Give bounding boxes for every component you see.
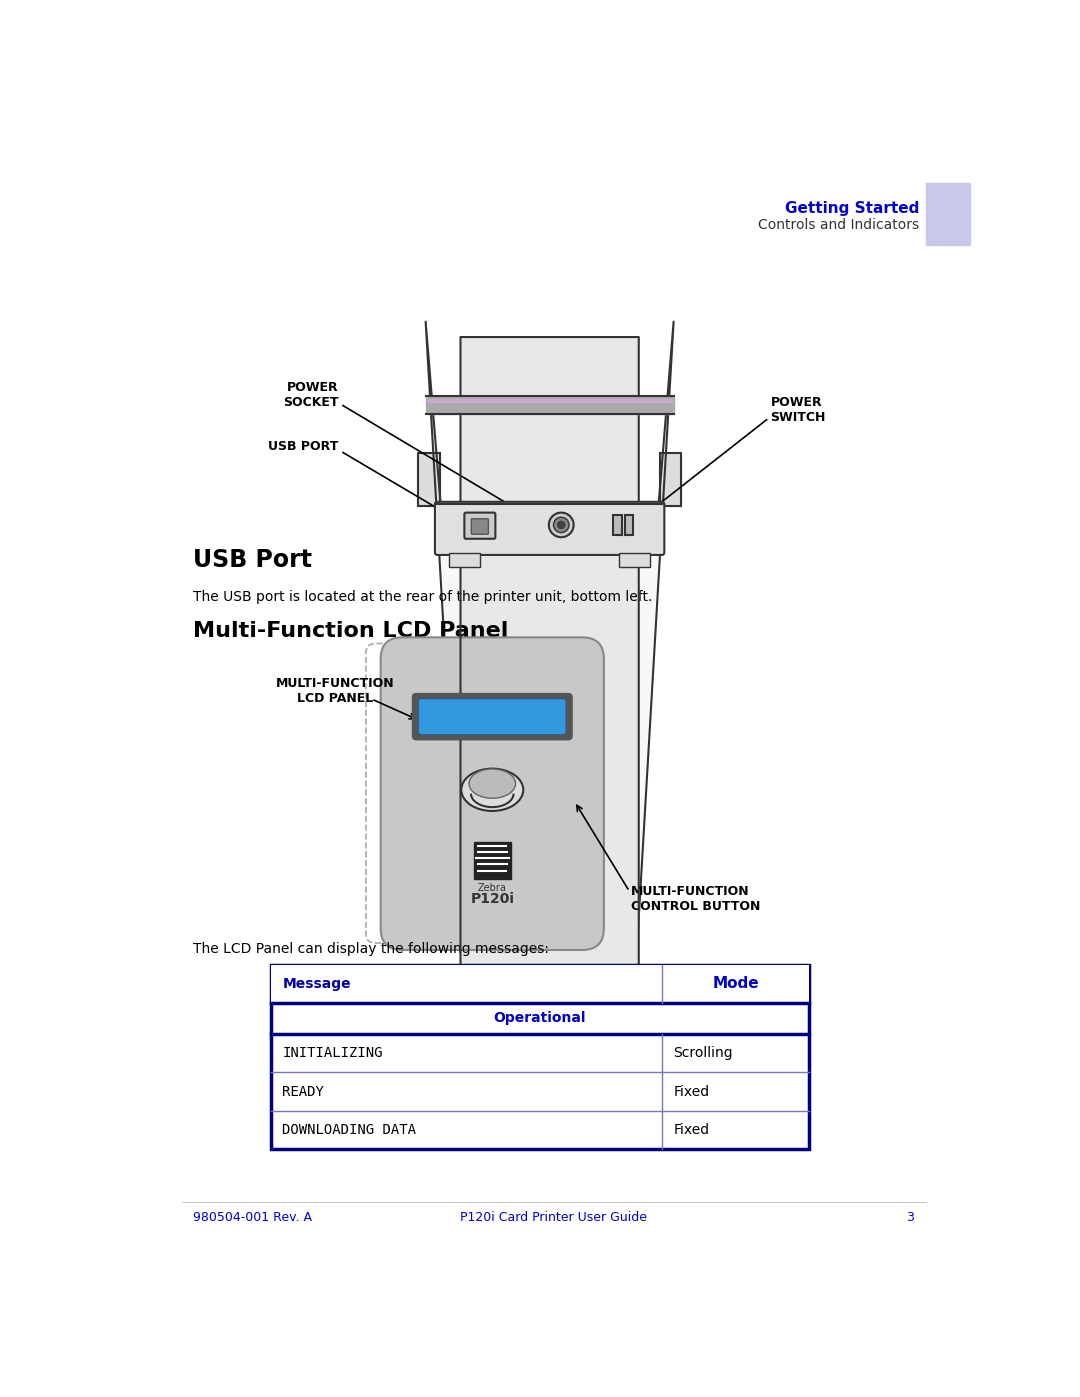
Text: 980504-001 Rev. A: 980504-001 Rev. A	[193, 1211, 312, 1224]
Bar	[271, 964, 809, 1150]
Text: Scrolling: Scrolling	[674, 1046, 733, 1060]
Text: Operational: Operational	[494, 1011, 586, 1025]
Text: DOWNLOADING DATA: DOWNLOADING DATA	[282, 1123, 416, 1137]
Bar	[660, 453, 681, 507]
FancyBboxPatch shape	[435, 502, 664, 555]
Bar	[426, 397, 674, 414]
Text: Multi-Function LCD Panel: Multi-Function LCD Panel	[193, 622, 509, 641]
Circle shape	[549, 513, 573, 538]
Bar	[418, 453, 440, 507]
Text: 3: 3	[906, 1211, 914, 1224]
Text: Fixed: Fixed	[674, 1084, 710, 1098]
Circle shape	[554, 517, 569, 532]
Bar	[660, 453, 681, 507]
Text: P120i Card Printer User Guide: P120i Card Printer User Guide	[460, 1211, 647, 1224]
FancyBboxPatch shape	[419, 698, 566, 735]
Text: READY: READY	[282, 1084, 324, 1098]
Text: The USB port is located at the rear of the printer unit, bottom left.: The USB port is located at the rear of t…	[193, 591, 652, 605]
Text: The LCD Panel can display the following messages:: The LCD Panel can display the following …	[193, 942, 549, 956]
Ellipse shape	[461, 768, 524, 812]
Bar	[625, 515, 633, 535]
Text: Getting Started: Getting Started	[785, 201, 919, 217]
Bar	[428, 398, 672, 402]
FancyBboxPatch shape	[413, 693, 572, 740]
Bar	[619, 553, 650, 567]
Text: Controls and Indicators: Controls and Indicators	[758, 218, 919, 232]
Text: Message: Message	[282, 977, 351, 990]
Bar	[449, 553, 480, 567]
Text: P120i: P120i	[470, 893, 514, 907]
Polygon shape	[426, 321, 674, 1116]
Text: MULTI-FUNCTION
CONTROL BUTTON: MULTI-FUNCTION CONTROL BUTTON	[631, 886, 760, 914]
FancyBboxPatch shape	[464, 513, 496, 539]
Text: INITIALIZING: INITIALIZING	[282, 1046, 382, 1060]
Bar	[926, 183, 971, 244]
Text: USB Port: USB Port	[193, 549, 312, 573]
Text: Fixed: Fixed	[674, 1123, 710, 1137]
Bar	[474, 842, 511, 879]
Polygon shape	[460, 337, 638, 1085]
Bar	[418, 453, 440, 507]
FancyBboxPatch shape	[380, 637, 604, 950]
Text: Mode: Mode	[713, 977, 759, 992]
Text: MULTI-FUNCTION
LCD PANEL: MULTI-FUNCTION LCD PANEL	[275, 678, 394, 705]
Bar	[271, 964, 809, 1003]
Ellipse shape	[469, 768, 515, 798]
Text: POWER
SWITCH: POWER SWITCH	[770, 397, 826, 425]
Text: USB PORT: USB PORT	[269, 440, 339, 453]
Circle shape	[557, 521, 565, 529]
Text: Zebra: Zebra	[477, 883, 507, 893]
FancyBboxPatch shape	[471, 518, 488, 534]
Text: POWER
SOCKET: POWER SOCKET	[283, 381, 339, 409]
Bar	[613, 515, 622, 535]
